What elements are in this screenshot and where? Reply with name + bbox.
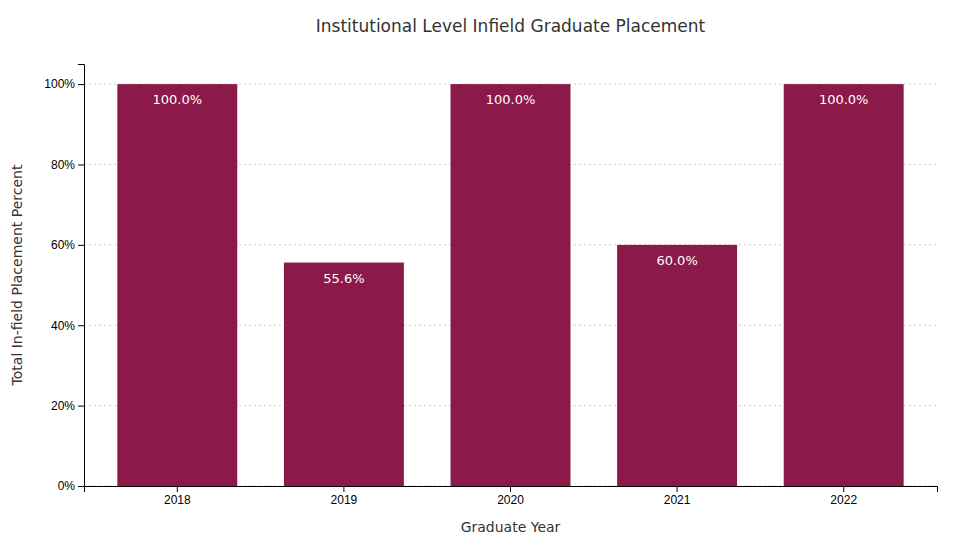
x-tick-mark	[343, 486, 344, 492]
bar	[284, 263, 404, 486]
bar	[617, 245, 737, 486]
x-tick-label: 2019	[331, 493, 358, 507]
grid	[84, 84, 937, 486]
y-tick-mark	[78, 164, 84, 165]
bar	[117, 84, 237, 486]
y-tick-label: 20%	[51, 399, 75, 413]
x-tick-mark	[843, 486, 844, 492]
x-axis-title: Graduate Year	[461, 519, 561, 535]
y-tick: 100%	[44, 77, 84, 91]
data-label: 55.6%	[323, 271, 364, 286]
y-tick-mark	[78, 325, 84, 326]
x-tick-mark	[510, 486, 511, 492]
data-label: 100.0%	[153, 92, 203, 107]
x-tick-label: 2021	[664, 493, 691, 507]
x-tick: 2021	[664, 486, 691, 507]
y-tick: 20%	[51, 399, 84, 413]
y-tick-mark	[78, 406, 84, 407]
x-tick-mark	[677, 486, 678, 492]
y-tick-mark	[78, 84, 84, 85]
x-tick-label: 2020	[497, 493, 524, 507]
chart-container: 100.0% 55.6% 100.0% 60.0% 100.0% 2018 2019 2020…	[0, 0, 961, 550]
title: Institutional Level Infield Graduate Pla…	[316, 16, 706, 36]
data-label: 60.0%	[656, 253, 697, 268]
y-tick: 40%	[51, 319, 84, 333]
y-tick-label: 0%	[58, 479, 76, 493]
x-tick: 2022	[830, 486, 857, 507]
y-tick-label: 80%	[51, 158, 75, 172]
data-label: 100.0%	[819, 92, 869, 107]
data-label: 100.0%	[486, 92, 536, 107]
x-tick: 2018	[164, 486, 191, 507]
y-axis-title: Total In-field Placement Percent	[9, 164, 25, 386]
y-tick-mark	[78, 486, 84, 487]
y-axis-line	[78, 65, 85, 487]
x-tick: 2020	[497, 486, 524, 507]
bars	[117, 84, 903, 486]
chart-svg: 100.0% 55.6% 100.0% 60.0% 100.0% 2018 2019 2020…	[0, 0, 961, 550]
bar	[784, 84, 904, 486]
y-tick-label: 100%	[44, 77, 75, 91]
x-axis: 2018 2019 2020 2021 2022	[85, 486, 938, 507]
x-axis-line	[85, 487, 938, 493]
y-tick-label: 40%	[51, 319, 75, 333]
y-axis: 0% 20% 40% 60% 80% 100%	[44, 65, 84, 494]
data-labels: 100.0% 55.6% 100.0% 60.0% 100.0%	[153, 92, 869, 285]
bar	[451, 84, 571, 486]
x-tick-mark	[177, 486, 178, 492]
y-tick: 0%	[58, 479, 84, 493]
x-tick: 2019	[331, 486, 358, 507]
y-tick: 80%	[51, 158, 84, 172]
y-tick-label: 60%	[51, 238, 75, 252]
x-tick-label: 2018	[164, 493, 191, 507]
y-tick: 60%	[51, 238, 84, 252]
y-tick-mark	[78, 245, 84, 246]
plot: 100.0% 55.6% 100.0% 60.0% 100.0% 2018 2019 2020…	[44, 65, 937, 507]
x-tick-label: 2022	[830, 493, 857, 507]
